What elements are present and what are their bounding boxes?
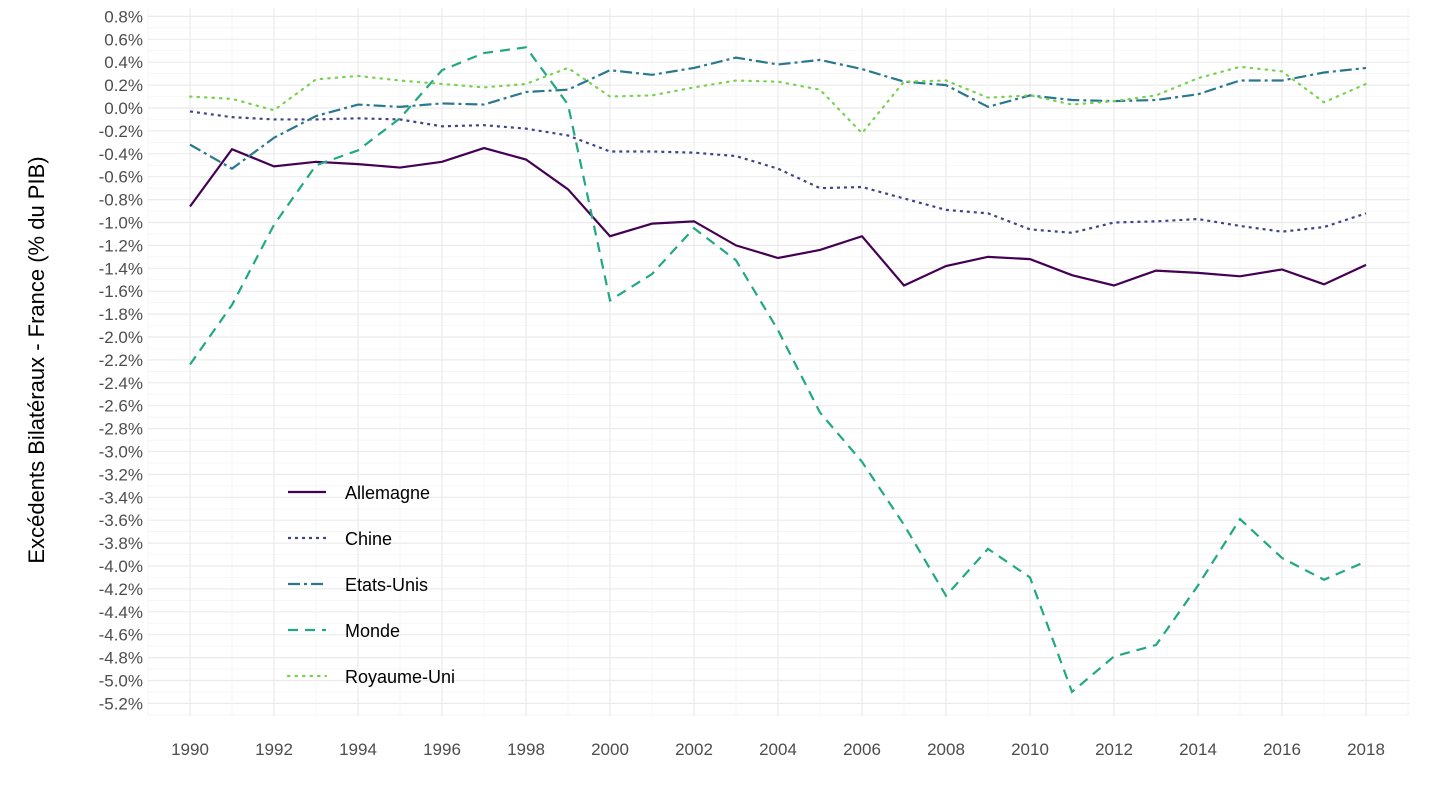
series-line-chine	[189, 110, 1367, 234]
series-line-etats-unis	[189, 56, 1367, 170]
y-tick-label: 0.8%	[104, 7, 143, 26]
y-tick-label: -4.6%	[99, 626, 143, 645]
y-tick-label: -4.4%	[99, 603, 143, 622]
y-tick-label: -2.0%	[99, 328, 143, 347]
y-tick-label: -2.6%	[99, 397, 143, 416]
y-tick-label: -1.6%	[99, 282, 143, 301]
y-tick-label: -3.4%	[99, 488, 143, 507]
x-tick-label: 1998	[507, 740, 545, 759]
y-tick-label: 0.4%	[104, 53, 143, 72]
x-tick-label: 2012	[1095, 740, 1133, 759]
x-tick-label: 2010	[1011, 740, 1049, 759]
y-tick-label: -0.6%	[99, 168, 143, 187]
y-tick-label: -4.2%	[99, 580, 143, 599]
y-tick-label: -1.8%	[99, 305, 143, 324]
y-tick-label: -1.4%	[99, 259, 143, 278]
y-tick-label: -5.0%	[99, 672, 143, 691]
x-tick-label: 2002	[675, 740, 713, 759]
y-tick-label: -3.6%	[99, 511, 143, 530]
x-axis-ticks: 1990 1992 1994 1996 1998 2000 2002 2004 2006 2008…	[171, 740, 1385, 759]
series-lines	[188, 46, 1368, 694]
y-tick-label: -1.0%	[99, 214, 143, 233]
y-tick-label: -1.2%	[99, 236, 143, 255]
y-tick-label: -4.0%	[99, 557, 143, 576]
x-tick-label: 2008	[927, 740, 965, 759]
y-tick-label: -0.2%	[99, 122, 143, 141]
legend-label: Chine	[345, 529, 392, 549]
series-line-monde	[189, 46, 1367, 694]
y-tick-label: -3.2%	[99, 465, 143, 484]
y-tick-label: -4.8%	[99, 649, 143, 668]
y-tick-label: -2.2%	[99, 351, 143, 370]
legend-label: Allemagne	[345, 483, 430, 503]
legend-label: Etats-Unis	[345, 575, 428, 595]
grid	[147, 8, 1410, 716]
y-tick-label: -3.0%	[99, 443, 143, 462]
series-line-allemagne	[189, 146, 1367, 287]
y-tick-label: -2.8%	[99, 420, 143, 439]
y-axis-title: Excédents Bilatéraux - France (% du PIB)	[24, 156, 49, 563]
y-tick-label: -5.2%	[99, 694, 143, 713]
x-tick-label: 1990	[171, 740, 209, 759]
x-tick-label: 2006	[843, 740, 881, 759]
y-tick-label: -2.4%	[99, 374, 143, 393]
legend-label: Royaume-Uni	[345, 667, 455, 687]
y-axis-ticks: 0.8% 0.6% 0.4% 0.2% 0.0% -0.2% -0.4% -0.6% -0.8%…	[99, 7, 143, 713]
legend-label: Monde	[345, 621, 400, 641]
x-tick-label: 1992	[255, 740, 293, 759]
x-tick-label: 2000	[591, 740, 629, 759]
x-tick-label: 2016	[1263, 740, 1301, 759]
y-tick-label: -3.8%	[99, 534, 143, 553]
x-tick-label: 1994	[339, 740, 377, 759]
y-tick-label: -0.4%	[99, 145, 143, 164]
x-tick-label: 2014	[1179, 740, 1217, 759]
x-tick-label: 2018	[1347, 740, 1385, 759]
x-tick-label: 2004	[759, 740, 797, 759]
y-tick-label: 0.6%	[104, 30, 143, 49]
y-tick-label: -0.8%	[99, 191, 143, 210]
x-tick-label: 1996	[423, 740, 461, 759]
y-tick-label: 0.2%	[104, 76, 143, 95]
y-tick-label: 0.0%	[104, 99, 143, 118]
legend: Allemagne Chine Etats-Unis Monde Royaume-Uni	[286, 483, 455, 687]
